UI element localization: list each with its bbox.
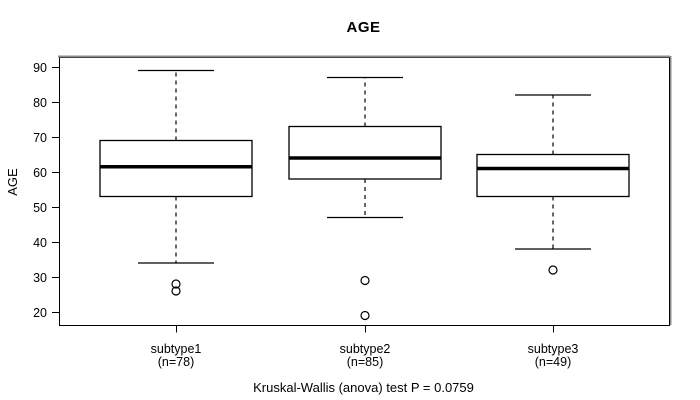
y-tick-label: 60 (33, 166, 47, 180)
category-label: subtype2 (340, 342, 391, 356)
y-tick-label: 70 (33, 131, 47, 145)
category-label: subtype3 (528, 342, 579, 356)
box-iqr (476, 153, 630, 198)
box-iqr (288, 125, 442, 180)
y-tick-label: 50 (33, 201, 47, 215)
outlier-point (360, 310, 370, 321)
chart-title: AGE (346, 19, 381, 36)
outlier-point (171, 286, 181, 296)
stat-test-caption: Kruskal-Wallis (anova) test P = 0.0759 (253, 380, 474, 395)
y-tick-label: 40 (33, 236, 47, 250)
category-n-label: (n=78) (158, 355, 194, 369)
outlier-point (548, 265, 558, 275)
y-tick-label: 30 (33, 271, 47, 285)
category-n-label: (n=49) (535, 355, 571, 369)
y-tick-label: 20 (33, 306, 47, 320)
category-n-label: (n=85) (347, 355, 383, 369)
y-tick-label: 90 (33, 61, 47, 75)
category-label: subtype1 (151, 342, 202, 356)
y-tick-label: 80 (33, 96, 47, 110)
outlier-point (171, 279, 181, 289)
outlier-point (360, 275, 370, 286)
